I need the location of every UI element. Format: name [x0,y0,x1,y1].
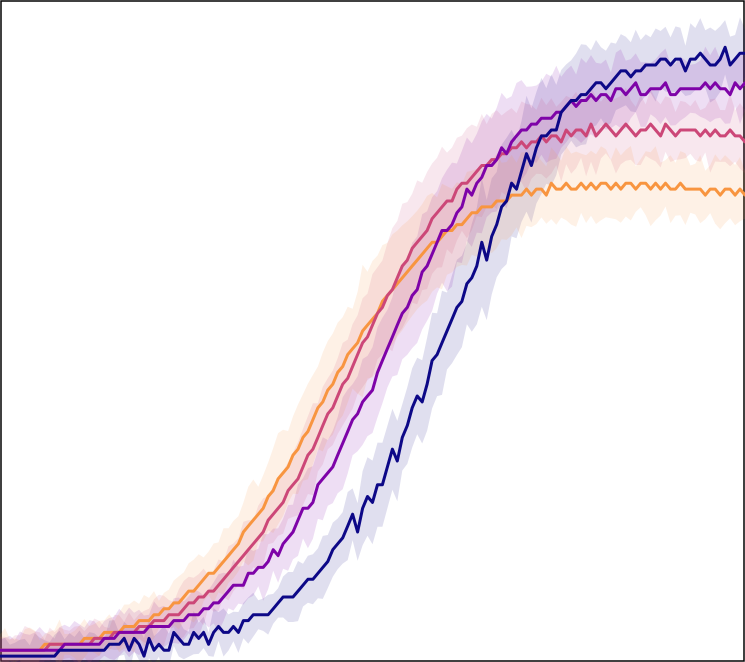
series-4-band [0,146,745,662]
series-4-line [0,181,745,652]
series-1-band [0,17,745,662]
series-lines [0,45,745,658]
series-3-band [0,86,745,662]
series-1-line [0,45,745,658]
series-2-band [0,46,745,662]
series-2-line [0,81,745,652]
confidence-bands [0,17,745,662]
